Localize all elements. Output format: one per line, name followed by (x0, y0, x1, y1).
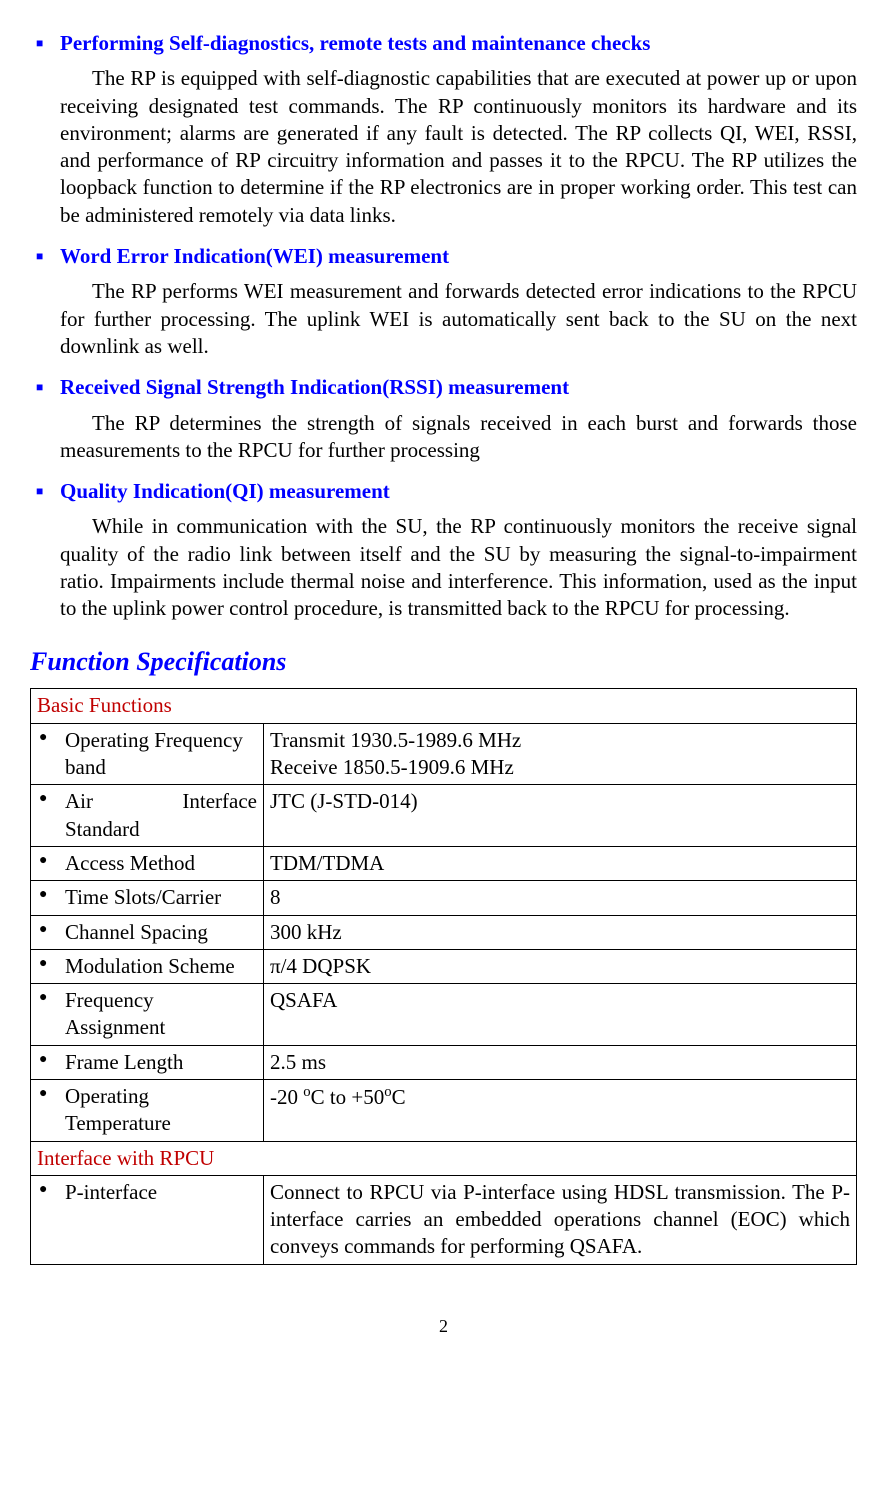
section-1: Word Error Indication(WEI) measurement T… (30, 243, 857, 360)
table-value: 300 kHz (264, 915, 857, 949)
table-label: Channel Spacing (31, 915, 264, 949)
table-label: Operating Frequency band (31, 723, 264, 785)
section-0: Performing Self-diagnostics, remote test… (30, 30, 857, 229)
table-value: JTC (J-STD-014) (264, 785, 857, 847)
table-value: QSAFA (264, 984, 857, 1046)
table-value: 8 (264, 881, 857, 915)
table-value: TDM/TDMA (264, 846, 857, 880)
table-label: Time Slots/Carrier (31, 881, 264, 915)
table-label: Frame Length (31, 1045, 264, 1079)
table-label: P-interface (31, 1175, 264, 1264)
table-section-interface: Interface with RPCU (31, 1141, 857, 1175)
table-label: Modulation Scheme (31, 949, 264, 983)
table-value: Transmit 1930.5-1989.6 MHz Receive 1850.… (264, 723, 857, 785)
table-section-interface-label: Interface with RPCU (31, 1141, 857, 1175)
table-row: Access Method TDM/TDMA (31, 846, 857, 880)
section-body-0: The RP is equipped with self-diagnostic … (60, 65, 857, 229)
section-heading-2: Received Signal Strength Indication(RSSI… (30, 374, 857, 401)
function-spec-heading: Function Specifications (30, 645, 857, 679)
table-value: -20 oC to +50oC (264, 1080, 857, 1142)
section-heading-3: Quality Indication(QI) measurement (30, 478, 857, 505)
table-value: π/4 DQPSK (264, 949, 857, 983)
table-section-basic: Basic Functions (31, 689, 857, 723)
section-heading-1: Word Error Indication(WEI) measurement (30, 243, 857, 270)
table-row: Frequency Assignment QSAFA (31, 984, 857, 1046)
section-heading-0: Performing Self-diagnostics, remote test… (30, 30, 857, 57)
table-row: Operating Frequency band Transmit 1930.5… (31, 723, 857, 785)
table-row: Channel Spacing 300 kHz (31, 915, 857, 949)
table-value: 2.5 ms (264, 1045, 857, 1079)
page-number: 2 (30, 1315, 857, 1338)
table-row: Modulation Scheme π/4 DQPSK (31, 949, 857, 983)
table-row: Air Interface Standard JTC (J-STD-014) (31, 785, 857, 847)
table-label: Air Interface Standard (31, 785, 264, 847)
table-label: Frequency Assignment (31, 984, 264, 1046)
table-section-basic-label: Basic Functions (31, 689, 857, 723)
spec-table: Basic Functions Operating Frequency band… (30, 688, 857, 1264)
section-3: Quality Indication(QI) measurement While… (30, 478, 857, 622)
table-value: Connect to RPCU via P-interface using HD… (264, 1175, 857, 1264)
section-2: Received Signal Strength Indication(RSSI… (30, 374, 857, 464)
section-body-3: While in communication with the SU, the … (60, 513, 857, 622)
table-label: Access Method (31, 846, 264, 880)
table-row: P-interface Connect to RPCU via P-interf… (31, 1175, 857, 1264)
section-body-2: The RP determines the strength of signal… (60, 410, 857, 465)
table-label: Operating Temperature (31, 1080, 264, 1142)
table-row: Time Slots/Carrier 8 (31, 881, 857, 915)
table-row: Operating Temperature -20 oC to +50oC (31, 1080, 857, 1142)
table-row: Frame Length 2.5 ms (31, 1045, 857, 1079)
section-body-1: The RP performs WEI measurement and forw… (60, 278, 857, 360)
